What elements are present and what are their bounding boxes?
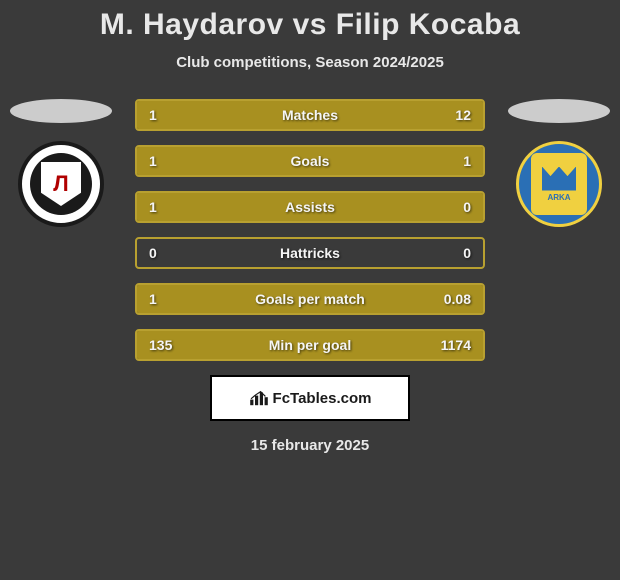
stat-label: Assists (137, 199, 483, 215)
page-title: M. Haydarov vs Filip Kocaba (100, 8, 520, 42)
left-club-badge: Л (18, 141, 104, 227)
stat-label: Matches (137, 107, 483, 123)
plovdiv-inner-circle: Л (30, 153, 92, 215)
stat-label: Goals per match (137, 291, 483, 307)
right-player-block: ARKA (508, 99, 610, 227)
stat-label: Min per goal (137, 337, 483, 353)
right-club-badge: ARKA (516, 141, 602, 227)
stats-bars: 112Matches 11Goals 10Assists 00Hattricks 10.… (135, 99, 485, 361)
right-ellipse (508, 99, 610, 123)
stat-label: Goals (137, 153, 483, 169)
left-player-block: Л (10, 99, 112, 227)
footer-brand-badge: FcTables.com (210, 375, 410, 421)
stat-bar: 1351174Min per goal (135, 329, 485, 361)
date-text: 15 february 2025 (251, 437, 369, 454)
page-subtitle: Club competitions, Season 2024/2025 (176, 54, 444, 71)
chart-icon (249, 390, 269, 406)
left-ellipse (10, 99, 112, 123)
stat-bar: 112Matches (135, 99, 485, 131)
stat-bar: 10Assists (135, 191, 485, 223)
main-content: Л 112Matches11Goals10Assists00Hattricks1… (0, 99, 620, 361)
stat-bar: 11Goals (135, 145, 485, 177)
stat-bar: 10.08Goals per match (135, 283, 485, 315)
stat-bar: 00Hattricks (135, 237, 485, 269)
arka-text: ARKA (547, 193, 570, 202)
arka-crown-icon (542, 167, 576, 191)
plovdiv-shield-icon: Л (41, 162, 81, 206)
arka-inner-shield: ARKA (531, 153, 587, 215)
footer-brand-text: FcTables.com (273, 390, 372, 407)
main-container: M. Haydarov vs Filip Kocaba Club competi… (0, 0, 620, 580)
stat-label: Hattricks (137, 245, 483, 261)
